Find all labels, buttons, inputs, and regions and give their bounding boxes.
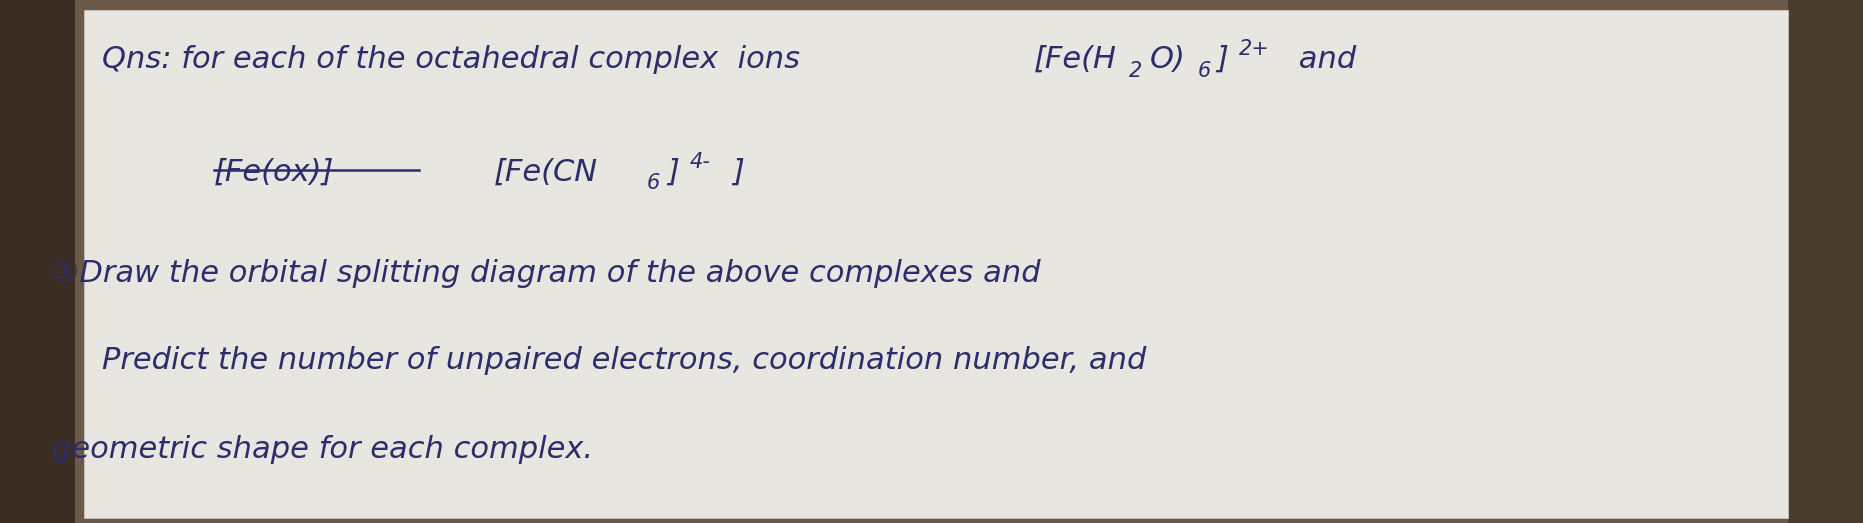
Text: Qns: for each of the octahedral complex  ions: Qns: for each of the octahedral complex … [102, 45, 801, 74]
Text: 2+: 2+ [1239, 39, 1271, 59]
Text: and: and [1289, 45, 1356, 74]
Text: ]: ] [732, 157, 743, 186]
Text: geometric shape for each complex.: geometric shape for each complex. [52, 435, 592, 463]
Text: [Fe(CN: [Fe(CN [494, 157, 598, 186]
Text: ]: ] [1217, 45, 1228, 74]
Text: 4-: 4- [689, 152, 710, 173]
Text: ①Draw the orbital splitting diagram of the above complexes and: ①Draw the orbital splitting diagram of t… [52, 259, 1041, 288]
Bar [1788, 0, 1863, 523]
Text: 2: 2 [1129, 61, 1142, 82]
Text: 6: 6 [1198, 61, 1211, 82]
Text: [Fe(ox)]: [Fe(ox)] [214, 157, 335, 186]
Text: 6: 6 [646, 173, 660, 194]
Text: O): O) [1149, 45, 1185, 74]
Text: ]: ] [667, 157, 678, 186]
Text: Predict the number of unpaired electrons, coordination number, and: Predict the number of unpaired electrons… [102, 346, 1148, 374]
Text: [Fe(H: [Fe(H [1034, 45, 1116, 74]
Bar [0, 0, 75, 523]
